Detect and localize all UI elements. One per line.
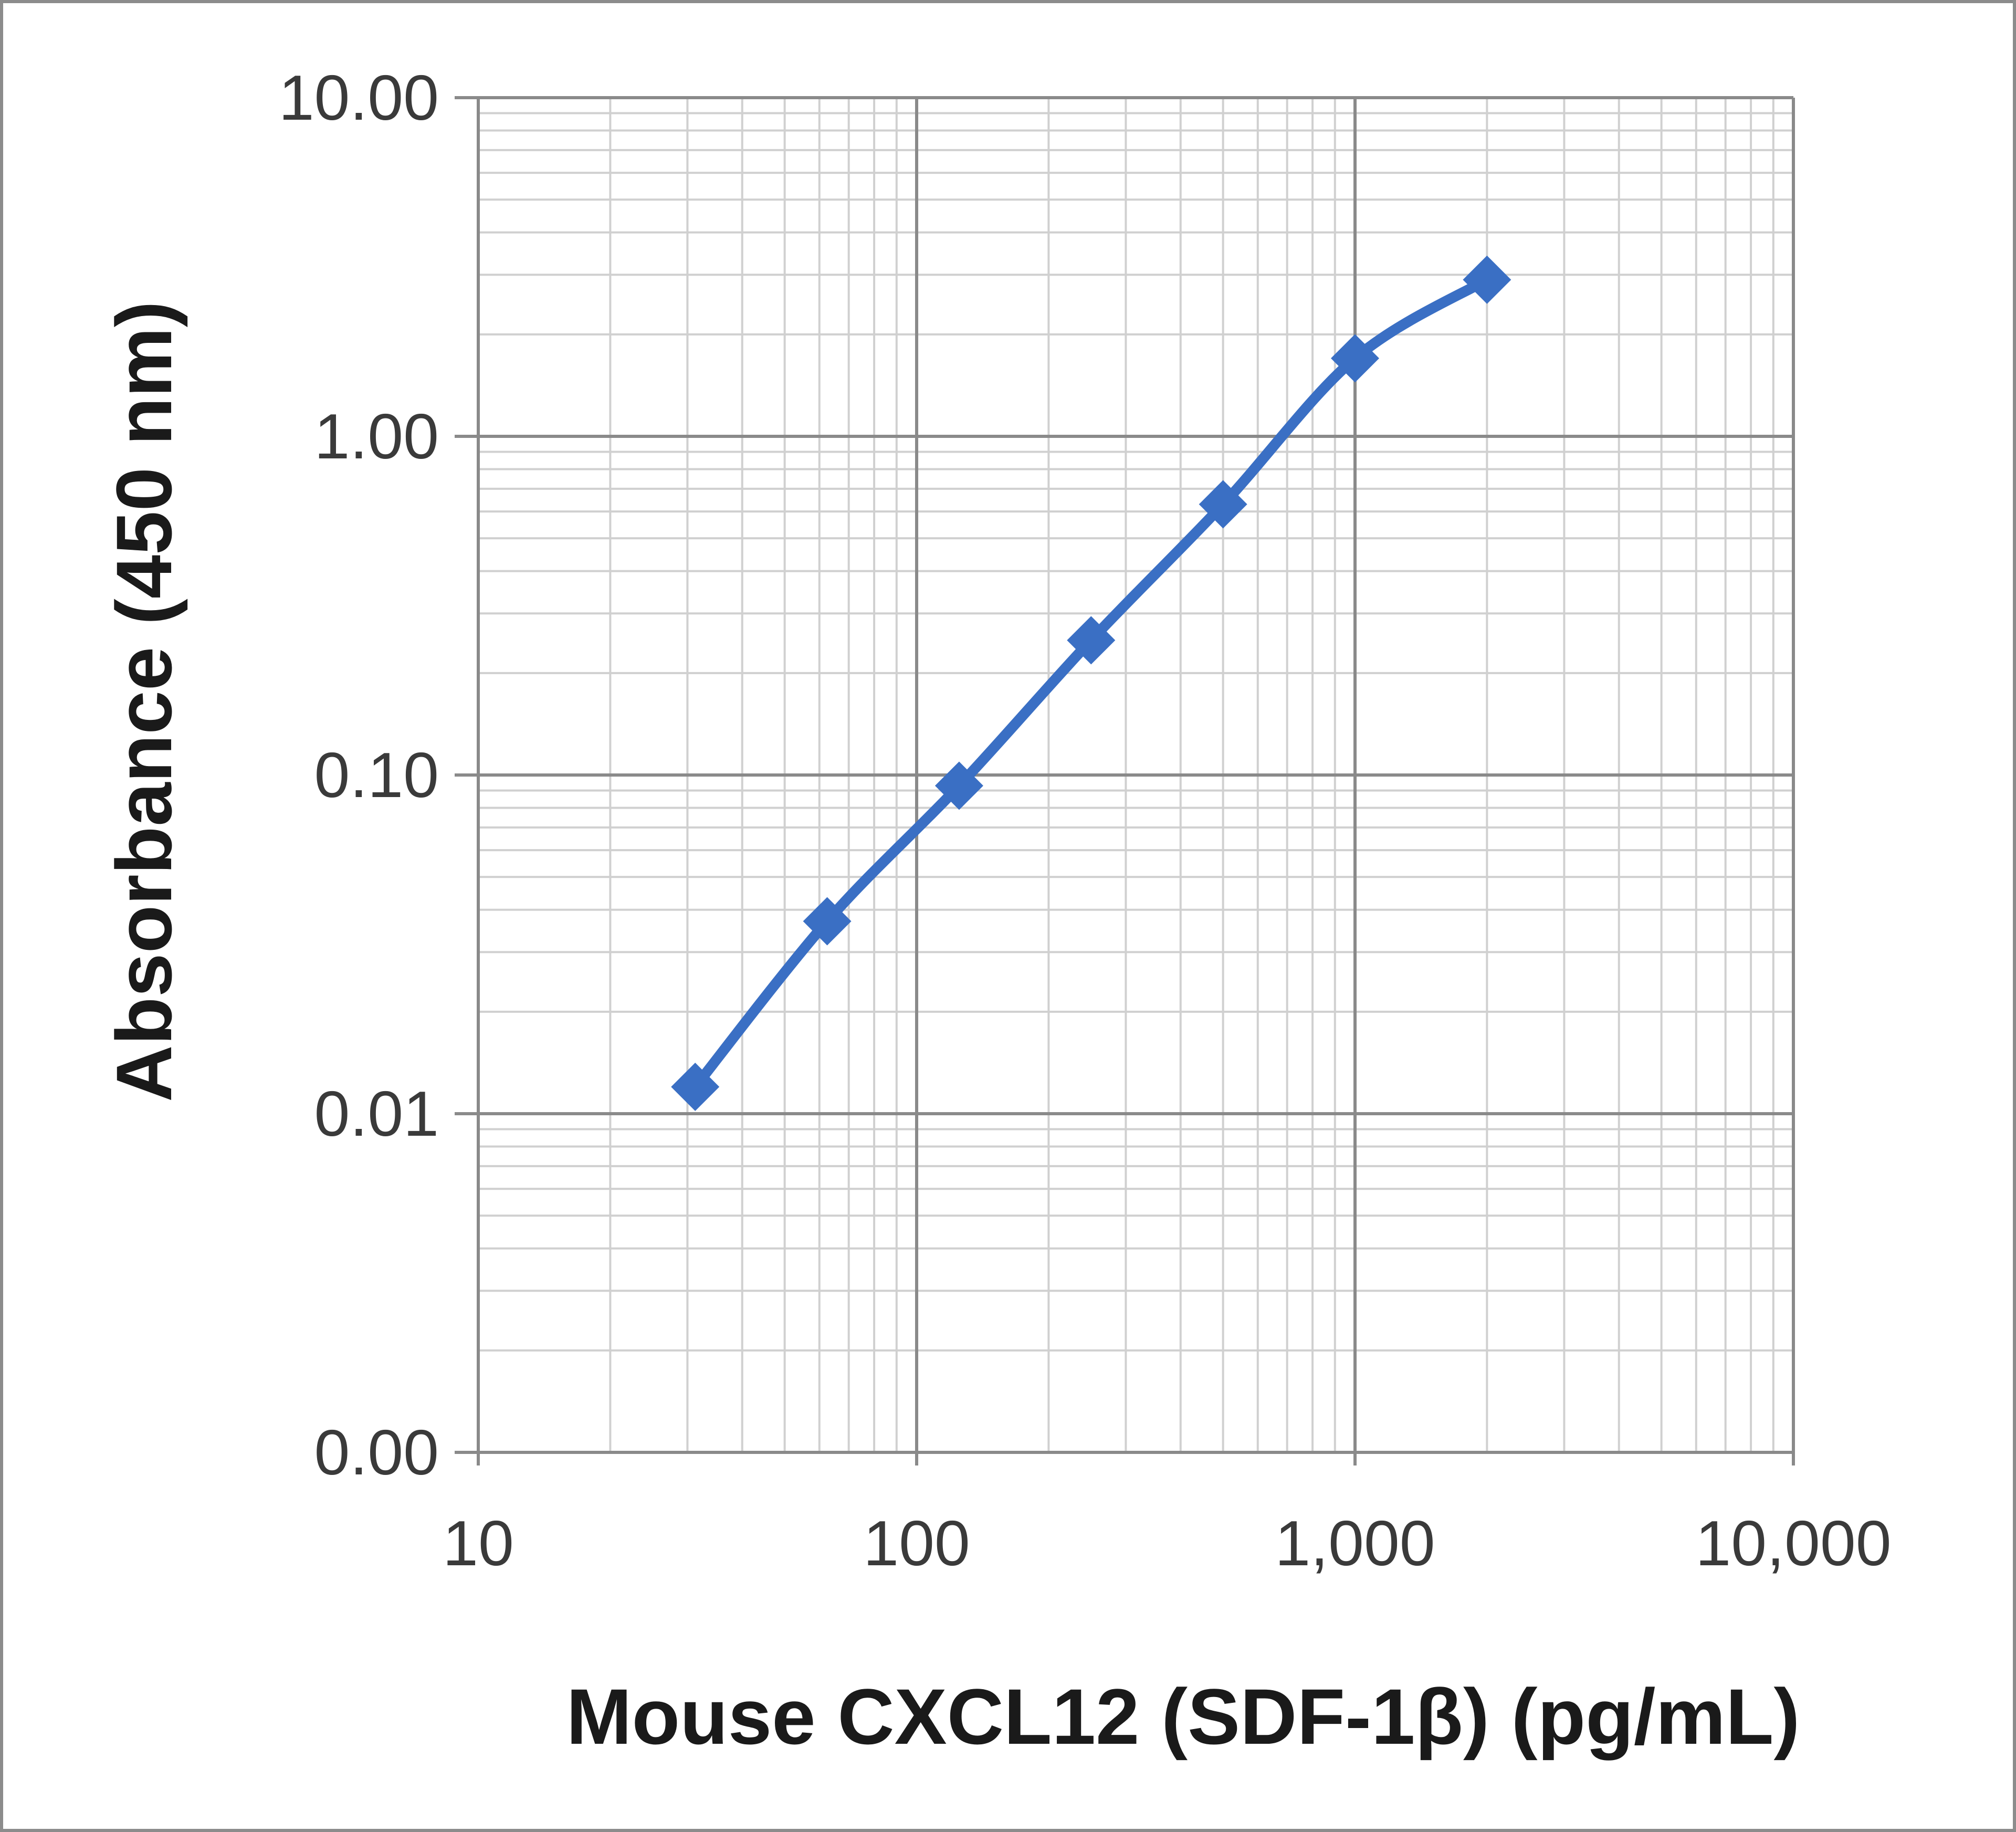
series-line xyxy=(690,274,1493,1092)
data-point-marker xyxy=(1067,616,1116,665)
x-axis-title: Mouse CXCL12 (SDF-1β) (pg/mL) xyxy=(566,1672,1800,1761)
y-tick-label: 0.00 xyxy=(314,1417,439,1488)
data-markers xyxy=(671,255,1511,1111)
y-axis-title: Absorbance (450 nm) xyxy=(100,301,188,1102)
x-tick-label: 10 xyxy=(443,1508,514,1579)
data-point-marker xyxy=(934,761,983,810)
data-point-marker xyxy=(803,897,852,946)
x-tick-label: 1,000 xyxy=(1275,1508,1435,1579)
x-tick-label: 10,000 xyxy=(1695,1508,1891,1579)
chart-canvas: 10 100 1,000 10,000 0.00 0.01 0.10 1.00 10.00 Mo… xyxy=(100,62,1892,1761)
data-point-marker xyxy=(1199,480,1247,529)
y-tick-label: 10.00 xyxy=(279,62,439,133)
y-tick-label: 1.00 xyxy=(314,401,439,472)
data-point-marker xyxy=(1463,255,1511,304)
y-tick-label: 0.01 xyxy=(314,1078,439,1149)
data-point-marker xyxy=(671,1062,720,1111)
y-tick-label: 0.10 xyxy=(314,739,439,811)
major-gridlines xyxy=(455,96,1795,1465)
tick-labels: 10 100 1,000 10,000 0.00 0.01 0.10 1.00 10.00 xyxy=(279,62,1892,1579)
data-point-marker xyxy=(1331,334,1379,383)
x-tick-label: 100 xyxy=(863,1508,970,1579)
